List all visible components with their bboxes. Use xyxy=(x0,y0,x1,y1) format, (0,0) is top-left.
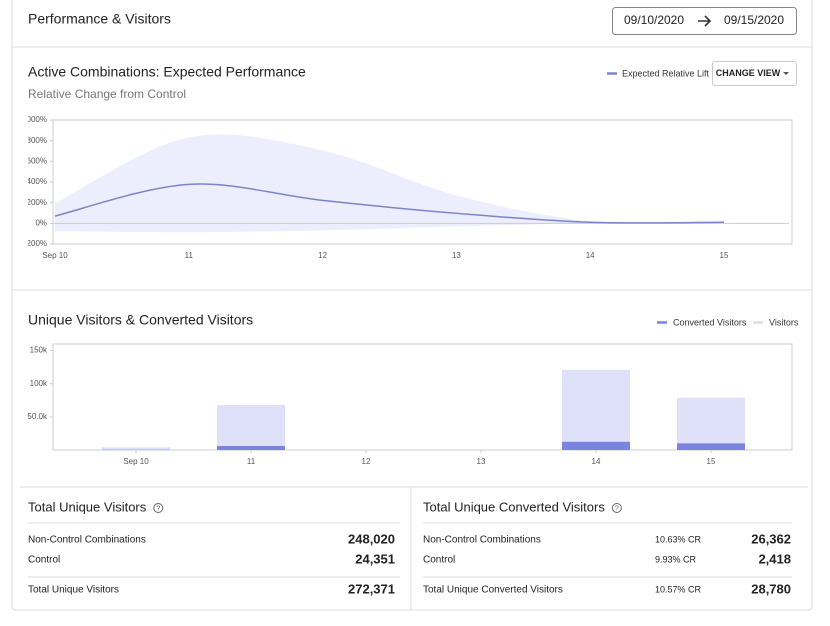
line-series xyxy=(54,183,725,224)
panel-title: Total Unique Visitors xyxy=(28,499,147,514)
row-value: 2,418 xyxy=(758,551,791,566)
row-label: Non-Control Combinations xyxy=(28,535,146,546)
help-mark: ? xyxy=(615,505,619,512)
y-tick-label: 200% xyxy=(27,198,47,207)
row-label: Non-Control Combinations xyxy=(423,535,541,546)
x-tick-label: 13 xyxy=(452,251,461,260)
page-title: Performance & Visitors xyxy=(28,11,171,27)
row-label: Total Unique Converted Visitors xyxy=(423,585,563,596)
x-tick-label: 11 xyxy=(185,251,194,260)
line-chart: -200% 0% 200% 400% 600% 800% 1,000% Sep 10 11 12 1… xyxy=(20,115,793,260)
chart-title: Active Combinations: Expected Performanc… xyxy=(28,64,306,80)
y-tick-label: 50.0k xyxy=(27,412,48,421)
plot-area xyxy=(52,343,793,451)
y-tick-label: 0% xyxy=(35,218,47,227)
bar xyxy=(677,443,745,450)
panel-title: Total Unique Converted Visitors xyxy=(423,499,605,514)
x-tick-label: 12 xyxy=(362,457,371,466)
x-tick-label: 15 xyxy=(720,251,729,260)
row-label: Control xyxy=(28,555,60,566)
row-value: 28,780 xyxy=(751,581,791,596)
bar xyxy=(562,441,630,450)
row-label: Control xyxy=(423,555,455,566)
row-value: 272,371 xyxy=(348,581,395,596)
row-rate: 9.93% CR xyxy=(655,554,697,564)
help-mark: ? xyxy=(156,505,160,512)
arrow-icon xyxy=(698,15,712,27)
y-tick-label: 100k xyxy=(30,379,48,388)
y-tick-label: 150k xyxy=(30,346,48,355)
x-tick-label: 12 xyxy=(318,251,327,260)
x-tick-label: 15 xyxy=(707,457,716,466)
bar xyxy=(217,446,285,450)
row-value: 24,351 xyxy=(355,551,395,566)
row-rate: 10.63% CR xyxy=(655,534,702,544)
help-icon xyxy=(153,503,164,513)
x-tick-label: 11 xyxy=(247,457,256,466)
change-view-button[interactable] xyxy=(712,61,797,86)
y-tick-label: 1,000% xyxy=(20,115,47,124)
legend-label: Visitors xyxy=(769,317,799,327)
date-from: 09/10/2020 xyxy=(624,13,684,27)
row-value: 26,362 xyxy=(751,531,791,546)
y-tick-label: 600% xyxy=(27,156,47,165)
y-tick-label: 400% xyxy=(27,177,47,186)
legend-label: Expected Relative Lift xyxy=(622,68,710,78)
summary: Total Unique Visitors ? Non-Control Combin… xyxy=(28,499,792,596)
button-label: CHANGE VIEW xyxy=(716,68,781,78)
date-to: 09/15/2020 xyxy=(724,13,784,27)
row-rate: 10.57% CR xyxy=(655,584,702,594)
x-tick-label: Sep 10 xyxy=(123,457,149,466)
bar xyxy=(217,404,285,450)
x-tick-label: Sep 10 xyxy=(42,251,68,260)
legend-label: Converted Visitors xyxy=(673,317,747,327)
chart-subtitle: Relative Change from Control xyxy=(28,87,186,101)
bar xyxy=(677,397,745,450)
x-tick-label: 14 xyxy=(592,457,601,466)
chart-title: Unique Visitors & Converted Visitors xyxy=(28,312,253,328)
confidence-band xyxy=(55,134,724,233)
bar xyxy=(102,447,170,450)
bar-chart: 50.0k 100k 150k Sep 10 11 12 13 14 15 Converted V… xyxy=(27,317,798,466)
bar xyxy=(562,369,630,450)
x-tick-label: 14 xyxy=(586,251,595,260)
row-label: Total Unique Visitors xyxy=(28,585,119,596)
row-value: 248,020 xyxy=(348,531,395,546)
caret-icon xyxy=(783,72,789,75)
help-icon xyxy=(611,503,622,513)
y-tick-label: -200% xyxy=(24,239,47,248)
x-tick-label: 13 xyxy=(477,457,486,466)
y-tick-label: 800% xyxy=(27,136,47,145)
